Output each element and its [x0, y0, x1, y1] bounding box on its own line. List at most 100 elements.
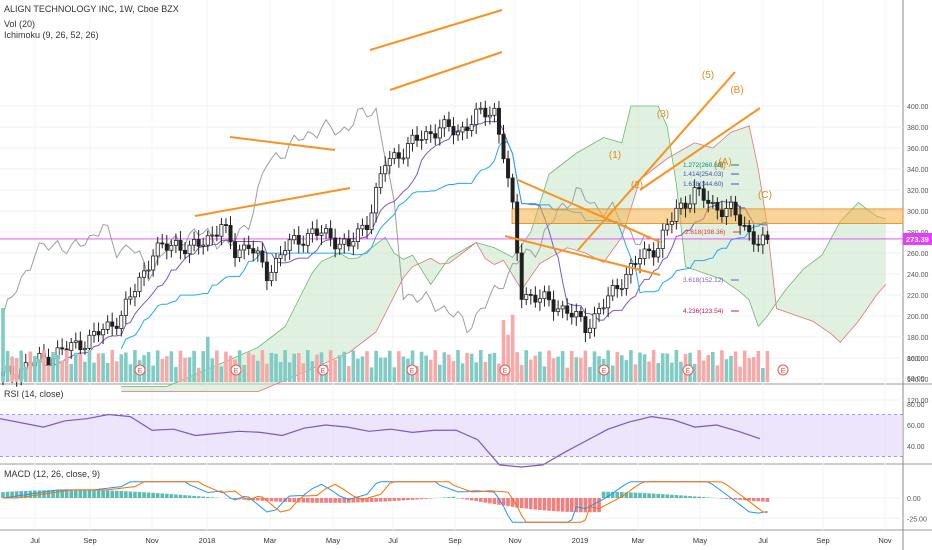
candle-body [706, 199, 711, 204]
volume-bar [424, 355, 428, 382]
macd-hist-bar [174, 494, 178, 498]
volume-bar [178, 350, 183, 382]
macd-hist-bar [642, 493, 647, 498]
x-tick-label: Mar [632, 536, 645, 545]
candle-body [656, 248, 661, 258]
candle-body [264, 261, 269, 282]
volume-legend: Vol (20) [4, 19, 36, 29]
candle-body [455, 131, 460, 136]
volume-bar [387, 350, 392, 382]
volume-bar [515, 352, 519, 382]
macd-hist-bar [114, 490, 119, 498]
volume-bar [60, 360, 64, 382]
macd-hist-bar [169, 494, 174, 498]
volume-bar [128, 364, 133, 382]
candle-body [501, 133, 506, 160]
pattern-trendline [194, 187, 351, 217]
candle-body [223, 224, 228, 226]
candle-body [633, 263, 638, 265]
pattern-trendline [577, 71, 736, 251]
volume-bar [765, 350, 770, 382]
volume-bar [415, 365, 419, 382]
macd-hist-bar [633, 492, 638, 498]
volume-bar [78, 354, 83, 382]
fib-level-label: 2.618(198.36) [685, 229, 725, 236]
macd-hist-bar [324, 498, 328, 503]
price-badge-label: 273.39 [906, 235, 929, 244]
candle-body [73, 340, 78, 343]
candle-body [105, 321, 110, 330]
macd-hist-bar [137, 491, 142, 498]
candle-body [196, 239, 201, 247]
volume-bar [510, 314, 515, 382]
volume-bar [469, 353, 474, 382]
volume-bar [151, 365, 155, 382]
candle-body [601, 307, 606, 310]
volume-bar [733, 351, 738, 382]
candle-body [314, 228, 319, 236]
candle-body [460, 126, 465, 133]
volume-bar [23, 366, 28, 382]
macd-hist-bar [19, 491, 23, 498]
y-tick-label: 340.00 [907, 167, 929, 174]
volume-bar [133, 350, 137, 382]
candle-body [401, 157, 406, 160]
macd-hist-bar [670, 494, 674, 498]
macd-hist-bar [101, 490, 105, 498]
macd-hist-bar [597, 498, 601, 513]
candle-body [273, 257, 278, 273]
volume-bar [292, 353, 296, 382]
candle-body [437, 127, 442, 139]
volume-bar [155, 350, 160, 382]
macd-hist-bar [196, 496, 201, 498]
candle-body [433, 133, 438, 139]
candle-body [587, 327, 592, 334]
macd-hist-bar [442, 497, 447, 498]
volume-bar [670, 362, 674, 382]
volume-bar [46, 365, 51, 382]
candle-body [351, 241, 356, 247]
candle-body [528, 294, 533, 296]
volume-bar [51, 352, 55, 382]
candle-body [688, 203, 693, 209]
candle-body [101, 329, 106, 336]
macd-tick-label: 0.00 [907, 496, 921, 503]
macd-hist-bar [333, 498, 337, 503]
candle-body [719, 209, 724, 218]
candle-body [169, 244, 174, 251]
macd-hist-bar [301, 498, 306, 503]
candle-body [760, 234, 765, 246]
volume-bar [747, 358, 751, 382]
volume-bar [492, 352, 497, 382]
macd-hist-bar [697, 496, 701, 498]
candle-body [87, 334, 92, 349]
macd-hist-bar [506, 498, 510, 507]
x-tick-label: 2018 [199, 536, 216, 545]
y-tick-label: 260.00 [907, 251, 929, 258]
macd-hist-bar [397, 498, 401, 501]
volume-bar [315, 354, 319, 382]
volume-bar [692, 363, 697, 382]
macd-hist-bar [342, 498, 347, 503]
macd-hist-bar [456, 498, 460, 499]
candle-body [724, 207, 729, 218]
macd-hist-bar [474, 498, 478, 502]
earnings-marker-label: E [602, 368, 607, 375]
volume-bar [533, 355, 538, 382]
macd-hist-bar [574, 498, 579, 513]
candle-body [451, 126, 456, 136]
candle-body [446, 119, 451, 127]
earnings-marker [777, 364, 789, 376]
y-tick-label: 380.00 [907, 125, 929, 132]
x-tick-label: Jul [388, 536, 398, 545]
macd-hist-bar [383, 498, 387, 502]
candle-body [647, 248, 652, 252]
volume-bar [519, 364, 524, 382]
volume-bar [101, 353, 105, 382]
candle-body [151, 255, 156, 271]
elliott-wave-label: (3) [657, 109, 669, 120]
candle-body [269, 271, 274, 282]
macd-hist-bar [665, 494, 670, 498]
symbol-title: ALIGN TECHNOLOGY INC, 1W, Cboe BZX [4, 4, 179, 14]
